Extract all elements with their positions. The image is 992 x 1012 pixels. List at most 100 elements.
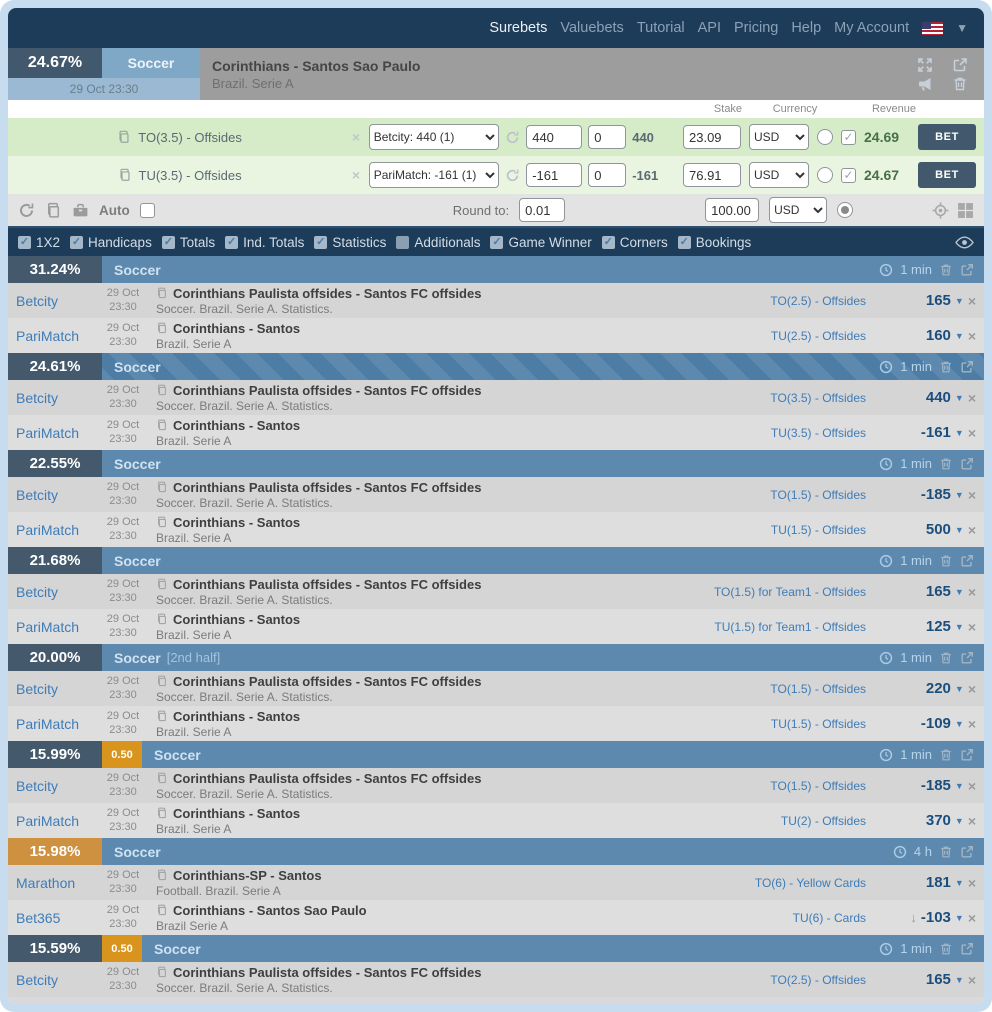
chevron-down-icon[interactable]: ▼ [956,21,968,35]
remove-icon[interactable]: × [967,715,976,732]
briefcase-icon[interactable] [72,202,89,219]
commission-input[interactable] [588,163,627,187]
odds-caret-icon[interactable]: ▼ [954,780,964,791]
odds-value[interactable]: 440 [925,389,951,406]
bookmaker-link[interactable]: Betcity [16,583,59,600]
copy-icon[interactable] [117,130,131,144]
bookmaker-odds-select[interactable]: Betcity: 440 (1) [368,124,500,150]
surebet-group-header[interactable]: 21.68% Soccer 1 min [8,547,984,574]
bookmaker-link[interactable]: PariMatch [16,812,80,829]
trash-icon[interactable] [939,360,953,374]
round-checkbox[interactable] [841,167,856,183]
remove-icon[interactable]: × [967,521,976,538]
odds-value[interactable]: -103 [920,909,951,926]
checkbox-checked-icon[interactable]: ✓ [18,235,31,249]
surebet-group-header[interactable]: 15.99% 0.50 Soccer 1 min [8,741,984,768]
copy-icon[interactable] [156,613,168,625]
odds-value[interactable]: -185 [920,777,951,794]
trash-icon[interactable] [939,651,953,665]
bet-button[interactable]: BET [918,124,976,150]
surebet-group-header[interactable]: 15.98% Soccer 4 h [8,838,984,865]
odds-caret-icon[interactable]: ▼ [954,877,964,888]
copy-icon[interactable] [156,807,168,819]
checkbox-checked-icon[interactable]: ✓ [677,235,691,249]
remove-icon[interactable]: × [967,486,976,503]
surebet-group-header[interactable]: 31.24% Soccer 1 min [8,256,984,283]
odds-caret-icon[interactable]: ▼ [954,718,964,729]
checkbox-unchecked-icon[interactable] [396,235,410,249]
copy-icon[interactable] [156,322,168,334]
checkbox-checked-icon[interactable]: ✓ [161,235,175,249]
bookmaker-link[interactable]: Betcity [16,292,59,309]
odds-value[interactable]: 220 [925,680,951,697]
odds-value[interactable]: 165 [925,583,951,600]
external-link-icon[interactable] [960,263,974,277]
total-stake-radio[interactable] [837,202,854,218]
nav-item-pricing[interactable]: Pricing [734,20,779,36]
checkbox-checked-icon[interactable]: ✓ [490,235,504,249]
external-link-icon[interactable] [960,748,974,762]
auto-checkbox[interactable] [139,202,155,218]
bookmaker-link[interactable]: Bet365 [16,909,61,926]
odds-value[interactable]: -109 [920,715,951,732]
trash-icon[interactable] [939,942,953,956]
bookmaker-link[interactable]: Marathon [16,874,76,891]
eye-icon[interactable] [955,236,974,249]
copy-icon[interactable] [156,772,168,784]
fix-stake-radio[interactable] [817,129,833,145]
odds-caret-icon[interactable]: ▼ [954,621,964,632]
remove-icon[interactable]: × [967,909,976,926]
remove-icon[interactable]: × [967,812,976,829]
trash-icon[interactable] [939,554,953,568]
odds-value[interactable]: 165 [925,292,951,309]
target-icon[interactable] [932,202,949,219]
surebet-group-header[interactable]: 22.55% Soccer 1 min [8,450,984,477]
bookmaker-link[interactable]: Betcity [16,389,59,406]
bookmaker-odds-select[interactable]: PariMatch: -161 (1) [368,162,500,188]
odds-caret-icon[interactable]: ▼ [954,586,964,597]
copy-icon[interactable] [156,481,168,493]
checkbox-checked-icon[interactable]: ✓ [70,235,84,249]
remove-icon[interactable]: × [967,292,976,309]
nav-item-surebets[interactable]: Surebets [489,20,548,36]
odds-caret-icon[interactable]: ▼ [954,815,964,826]
remove-icon[interactable]: × [967,327,976,344]
fix-stake-radio[interactable] [817,167,833,183]
copy-icon[interactable] [118,168,132,182]
checkbox-checked-icon[interactable]: ✓ [225,235,239,249]
filter-bookings[interactable]: ✓ Bookings [677,235,751,250]
remove-icon[interactable]: × [967,389,976,406]
grid-icon[interactable] [957,202,974,219]
bet-button[interactable]: BET [918,162,976,188]
odds-value[interactable]: -161 [920,424,951,441]
commission-input[interactable] [588,125,627,149]
bookmaker-link[interactable]: Betcity [16,486,59,503]
filter-game-winner[interactable]: ✓ Game Winner [490,235,592,250]
odds-caret-icon[interactable]: ▼ [954,912,964,923]
copy-icon[interactable] [156,675,168,687]
round-checkbox[interactable] [841,129,856,145]
bookmaker-link[interactable]: PariMatch [16,618,80,635]
odds-caret-icon[interactable]: ▼ [954,392,964,403]
bookmaker-link[interactable]: PariMatch [16,424,80,441]
trash-icon[interactable] [939,845,953,859]
checkbox-checked-icon[interactable]: ✓ [601,235,615,249]
remove-icon[interactable]: × [967,874,976,891]
copy-icon[interactable] [156,419,168,431]
filter-corners[interactable]: ✓ Corners [601,235,668,250]
bookmaker-link[interactable]: Betcity [16,777,59,794]
filter-totals[interactable]: ✓ Totals [161,235,215,250]
external-link-icon[interactable] [960,457,974,471]
bookmaker-link[interactable]: PariMatch [16,521,80,538]
refresh-icon[interactable] [505,130,520,145]
external-link-icon[interactable] [960,651,974,665]
surebet-group-header[interactable]: 20.00% Soccer [2nd half] 1 min [8,644,984,671]
bookmaker-link[interactable]: PariMatch [16,715,80,732]
remove-icon[interactable]: × [967,680,976,697]
currency-select[interactable]: USD [749,162,809,188]
expand-icon[interactable] [917,57,933,73]
filter-1x2[interactable]: ✓ 1X2 [18,235,60,250]
bookmaker-link[interactable]: PariMatch [16,327,80,344]
total-stake-input[interactable] [705,198,760,222]
odds-value[interactable]: -185 [920,486,951,503]
